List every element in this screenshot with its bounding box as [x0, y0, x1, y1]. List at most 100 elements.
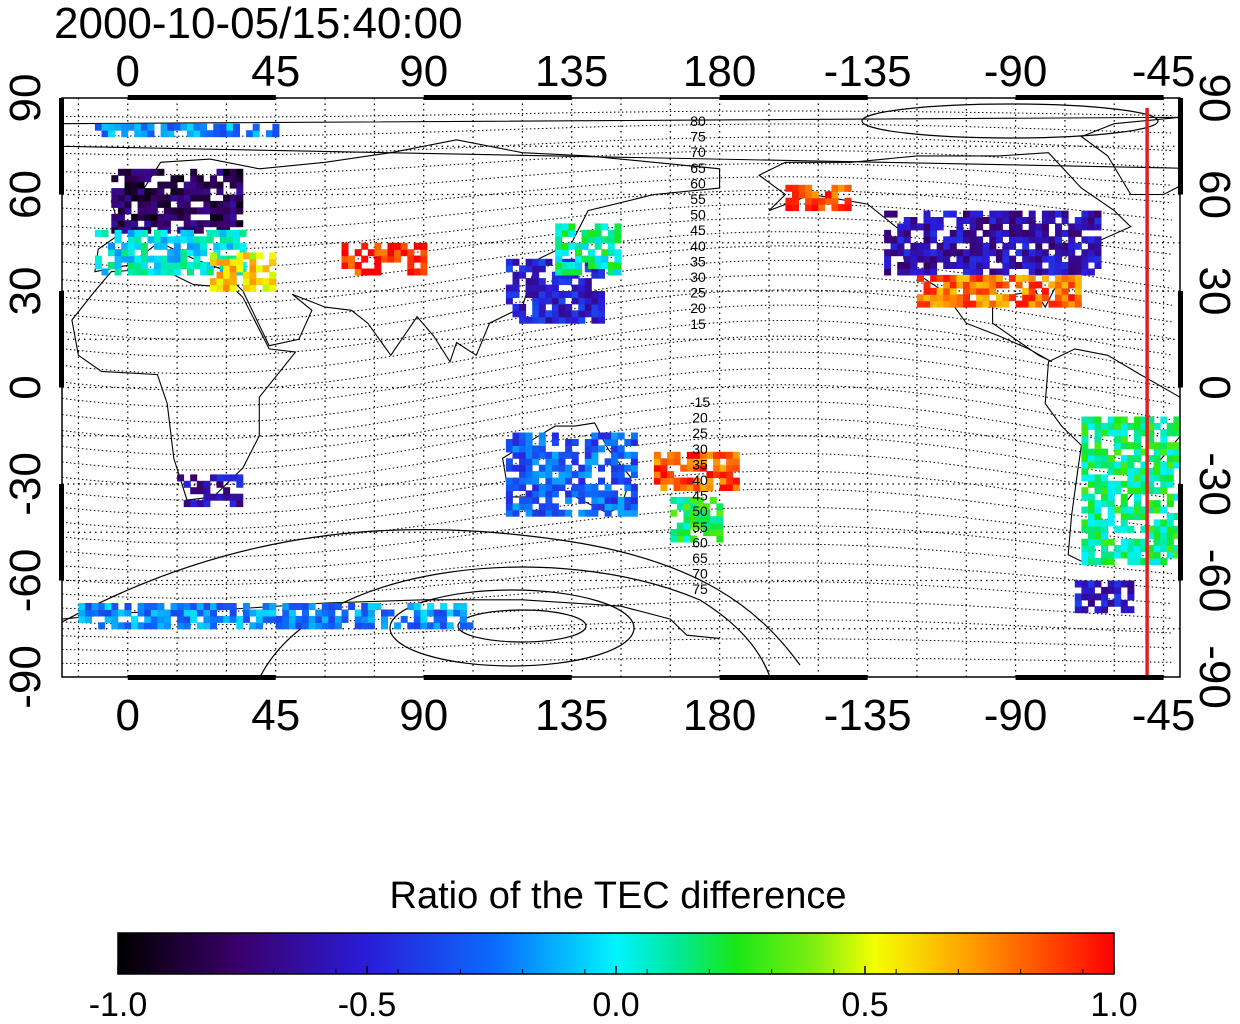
tec-cell — [519, 503, 527, 511]
tec-cell — [1147, 416, 1155, 424]
tec-cell — [1160, 558, 1168, 565]
tec-cell — [1094, 506, 1102, 514]
tec-cell — [177, 609, 185, 617]
tec-cell — [400, 615, 408, 623]
tec-cell — [611, 471, 619, 479]
tec-cell — [1074, 223, 1082, 231]
tec-cell — [1015, 210, 1023, 218]
tec-cell — [719, 464, 727, 472]
tec-cell — [897, 242, 905, 250]
contour-label: 60 — [690, 175, 706, 191]
data-patch-south-america-tip — [1074, 580, 1135, 614]
tec-cell — [1048, 262, 1056, 269]
tec-cell — [1081, 467, 1089, 475]
tec-cell — [114, 262, 122, 269]
tec-cell — [114, 229, 122, 237]
tec-cell — [591, 291, 599, 298]
tec-cell — [180, 249, 188, 257]
tec-cell — [170, 194, 178, 202]
tec-cell — [203, 188, 211, 196]
tec-cell — [233, 236, 240, 244]
tec-cell — [157, 622, 165, 630]
tec-cell — [630, 432, 638, 440]
tec-cell — [1166, 551, 1174, 559]
tec-cell — [1114, 467, 1122, 475]
tec-cell — [134, 229, 142, 237]
tec-cell — [538, 297, 546, 305]
south-pole-contour — [62, 529, 801, 666]
tec-cell — [578, 477, 586, 485]
tec-cell — [923, 268, 931, 276]
contour-label: 30 — [692, 441, 708, 457]
tec-cell — [995, 300, 1003, 308]
tec-cell — [949, 287, 957, 295]
tec-cell — [614, 223, 622, 231]
tec-cell — [676, 496, 684, 504]
tec-cell — [555, 236, 563, 244]
tec-cell — [1035, 249, 1043, 257]
frame-tick-bar — [127, 95, 276, 100]
tec-cell — [196, 188, 204, 196]
tec-cell — [1015, 274, 1023, 282]
tec-cell — [167, 130, 175, 138]
longitude-ticks-top: 0 45 90 135 180 -135 -90 -45 — [116, 47, 1196, 96]
tec-cell — [719, 471, 727, 479]
tec-cell — [361, 242, 369, 250]
tec-cell — [963, 217, 970, 224]
tec-cell — [505, 496, 513, 504]
tec-cell — [1081, 210, 1089, 218]
tec-cell — [236, 188, 244, 196]
tec-cell — [703, 522, 711, 530]
tec-cell — [1127, 455, 1135, 463]
tec-cell — [1015, 300, 1023, 308]
tec-cell — [598, 303, 605, 311]
tec-cell — [1140, 487, 1148, 495]
tec-cell — [785, 204, 793, 212]
tec-cell — [144, 622, 152, 630]
tec-cell — [121, 123, 129, 131]
tec-cell — [1061, 281, 1069, 289]
tec-cell — [1055, 274, 1062, 282]
tec-cell — [302, 615, 309, 623]
tec-cell — [321, 615, 329, 623]
tec-cell — [545, 310, 553, 318]
tec-cell — [223, 615, 231, 623]
tec-cell — [558, 310, 566, 318]
tec-cell — [1153, 442, 1161, 450]
tec-cell — [111, 188, 119, 196]
tec-cell — [551, 458, 559, 466]
magnetic-contour-line — [62, 176, 1173, 213]
tec-cell — [200, 242, 208, 250]
tec-cell — [134, 268, 142, 276]
tec-cell — [1081, 429, 1089, 437]
tec-cell — [930, 262, 938, 269]
tec-cell — [1173, 532, 1180, 540]
tec-cell — [203, 615, 211, 623]
tec-cell — [154, 262, 162, 269]
tec-cell — [923, 281, 931, 289]
tec-cell — [916, 300, 924, 308]
tec-cell — [630, 484, 638, 491]
tec-cell — [229, 615, 237, 623]
tec-cell — [1055, 236, 1062, 244]
tec-cell — [1009, 255, 1016, 263]
tec-cell — [551, 303, 559, 311]
tec-cell — [321, 603, 329, 610]
tec-cell — [614, 262, 622, 269]
tec-cell — [1101, 500, 1109, 508]
tec-cell — [571, 484, 579, 491]
tec-cell — [512, 278, 520, 286]
tec-cell — [956, 294, 964, 302]
tec-cell — [1087, 474, 1095, 482]
magnetic-contour-line — [62, 367, 1173, 440]
magnetic-contour-line — [62, 525, 1173, 572]
tec-cell — [163, 213, 171, 221]
colorbar-tick-label: 0.5 — [841, 986, 888, 1024]
tec-cell — [1160, 461, 1168, 469]
tec-cell — [578, 291, 586, 298]
tec-cell — [137, 168, 145, 176]
tec-cell — [180, 236, 188, 244]
latitude-tick-label: -90 — [1190, 645, 1239, 709]
tec-cell — [1094, 262, 1102, 269]
tec-cell — [1035, 229, 1043, 237]
